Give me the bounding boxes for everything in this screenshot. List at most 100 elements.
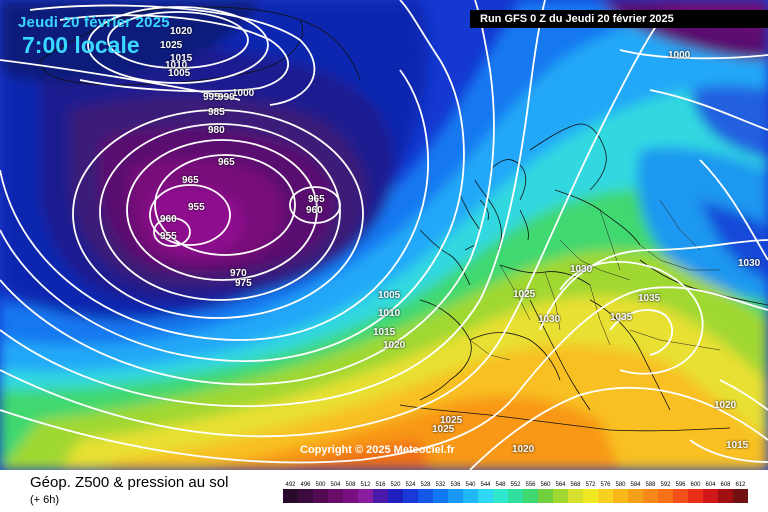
colorbar-tick-label: 516: [375, 482, 386, 488]
isobar-label: 965: [182, 175, 199, 186]
colorbar-swatch: [493, 489, 508, 503]
colorbar-swatch: [628, 489, 643, 503]
isobar-label: 1020: [170, 26, 193, 37]
isobar-label: 980: [208, 125, 225, 136]
colorbar-swatch: [523, 489, 538, 503]
isobar-label: 1030: [738, 258, 761, 269]
colorbar-tick-label: 572: [585, 482, 596, 488]
colorbar-swatch: [673, 489, 688, 503]
colorbar-tick-label: 500: [315, 482, 326, 488]
isobar-label: 955: [160, 231, 177, 242]
colorbar-swatch: [538, 489, 553, 503]
colorbar-swatch: [733, 489, 748, 503]
colorbar-tick-label: 540: [465, 482, 476, 488]
colorbar-swatch: [433, 489, 448, 503]
colorbar-swatch: [343, 489, 358, 503]
colorbar-swatch: [478, 489, 493, 503]
colorbar-swatch: [463, 489, 478, 503]
isobar-label: 1025: [160, 40, 183, 51]
isobar-label: 1035: [610, 312, 633, 323]
colorbar-swatch: [703, 489, 718, 503]
colorbar-tick-label: 576: [600, 482, 611, 488]
isobar-label: 1000: [668, 50, 691, 61]
run-info-bar: Run GFS 0 Z du Jeudi 20 février 2025: [470, 10, 768, 28]
isobar-label: 1010: [378, 308, 401, 319]
colorbar-swatch: [448, 489, 463, 503]
colorbar-tick-label: 536: [450, 482, 461, 488]
colorbar-swatch: [613, 489, 628, 503]
isobar-label: 1020: [383, 340, 406, 351]
colorbar-swatch: [403, 489, 418, 503]
map-title: Géop. Z500 & pression au sol: [30, 474, 229, 491]
isobar-label: 995: [203, 92, 220, 103]
colorbar-swatch: [643, 489, 658, 503]
colorbar-tick-label: 532: [435, 482, 446, 488]
colorbar-swatch: [388, 489, 403, 503]
colorbar-swatch: [598, 489, 613, 503]
colorbar-swatch: [358, 489, 373, 503]
colorbar-swatch: [568, 489, 583, 503]
colorbar-tick-label: 528: [420, 482, 431, 488]
isobar-label: 1030: [570, 264, 593, 275]
isobar-label: 1015: [170, 53, 193, 64]
colorbar-tick-label: 560: [540, 482, 551, 488]
isobar-label: 965: [308, 194, 325, 205]
colorbar-tick-label: 604: [705, 482, 716, 488]
isobar-label: 960: [160, 214, 177, 225]
colorbar-swatch: [553, 489, 568, 503]
colorbar-tick-label: 564: [555, 482, 566, 488]
colorbar-tick-label: 592: [660, 482, 671, 488]
colorbar-tick-label: 600: [690, 482, 701, 488]
map-subtitle: (+ 6h): [30, 494, 60, 506]
colorbar-tick-label: 496: [300, 482, 311, 488]
colorbar-tick-label: 584: [630, 482, 641, 488]
weather-map: [0, 0, 768, 470]
colorbar-swatch: [418, 489, 433, 503]
isobar-label: 955: [188, 202, 205, 213]
colorbar-swatch: [658, 489, 673, 503]
colorbar-tick-label: 504: [330, 482, 341, 488]
isobar-label: 965: [218, 157, 235, 168]
isobar-label: 1025: [432, 424, 455, 435]
colorbar-tick-label: 612: [735, 482, 746, 488]
isobar-label: 1000: [232, 88, 255, 99]
copyright-text: Copyright © 2025 Meteociel.fr: [300, 444, 455, 456]
colorbar-swatch: [688, 489, 703, 503]
colorbar-tick-label: 508: [345, 482, 356, 488]
colorbar-tick-label: 524: [405, 482, 416, 488]
isobar-label: 1035: [638, 293, 661, 304]
colorbar-tick-label: 544: [480, 482, 491, 488]
colorbar-tick-label: 568: [570, 482, 581, 488]
colorbar-tick-label: 588: [645, 482, 656, 488]
isobar-label: 1015: [726, 440, 749, 451]
colorbar-swatch: [718, 489, 733, 503]
colorbar-tick-label: 580: [615, 482, 626, 488]
colorbar-tick-label: 520: [390, 482, 401, 488]
isobar-label: 1025: [513, 289, 536, 300]
forecast-date: Jeudi 20 février 2025: [18, 14, 170, 31]
colorbar-swatch: [508, 489, 523, 503]
isobar-label: 1010: [165, 60, 188, 71]
colorbar-tick-label: 608: [720, 482, 731, 488]
colorbar-tick-label: 548: [495, 482, 506, 488]
colorbar-swatch: [583, 489, 598, 503]
isobar-label: 970: [230, 268, 247, 279]
isobar-label: 1005: [168, 68, 191, 79]
colorbar-swatch: [283, 489, 298, 503]
isobar-label: 985: [208, 107, 225, 118]
isobar-label: 999: [218, 92, 235, 103]
colorbar-swatch: [328, 489, 343, 503]
isobar-label: 1015: [373, 327, 396, 338]
colorbar-tick-label: 556: [525, 482, 536, 488]
forecast-time: 7:00 locale: [22, 32, 140, 58]
isobar-label: 1025: [440, 415, 463, 426]
colorbar-swatch: [373, 489, 388, 503]
colorbar-tick-label: 552: [510, 482, 521, 488]
colorbar: 492 496 500 504 508 512 516 520 524 528 532 536 540 5…: [283, 482, 748, 503]
isobar-label: 975: [235, 278, 252, 289]
colorbar-tick-label: 596: [675, 482, 686, 488]
colorbar-tick-label: 512: [360, 482, 371, 488]
colorbar-swatch: [298, 489, 313, 503]
isobar-label: 1020: [714, 400, 737, 411]
isobar-label: 1030: [538, 314, 561, 325]
